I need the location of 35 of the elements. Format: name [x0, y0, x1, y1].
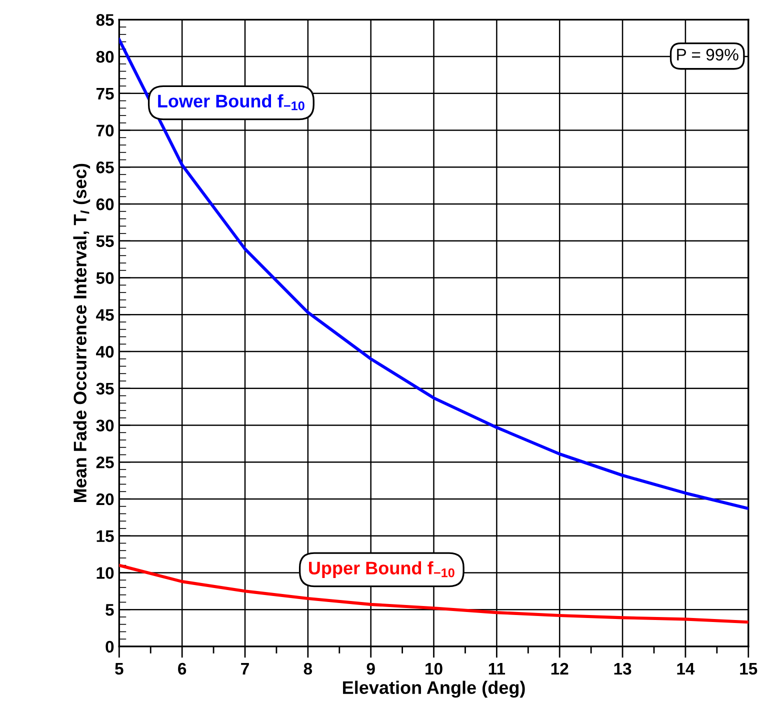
y-tick-label: 35 — [96, 382, 114, 395]
y-tick-label: 85 — [96, 14, 114, 26]
x-tick-label: 5 — [115, 663, 124, 675]
x-tick-label: 8 — [304, 662, 312, 675]
y-tick-label: 70 — [96, 124, 114, 136]
x-tick-label: 9 — [366, 662, 375, 675]
x-tick-label: 14 — [677, 663, 695, 675]
x-tick-label: 7 — [241, 663, 249, 675]
y-tick-label: 20 — [96, 493, 114, 506]
annotation: P = 99% — [677, 48, 738, 61]
y-tick-label: 30 — [96, 420, 114, 432]
x-tick-label: 11 — [488, 663, 506, 675]
x-axis-title: Elevation Angle (deg) — [343, 680, 525, 698]
y-tick-label: 15 — [96, 530, 114, 542]
x-tick-label: 12 — [551, 662, 568, 675]
y-tick-label: 10 — [96, 567, 114, 579]
y-tick-label: 45 — [96, 309, 114, 321]
line-series — [119, 38, 748, 510]
y-tick-label: 75 — [96, 88, 114, 100]
x-tick-label: 10 — [426, 662, 442, 675]
y-tick-label: 65 — [96, 162, 114, 174]
x-tick-label: 15 — [740, 663, 758, 675]
series-label: Upper Bound f$_{−10}$ — [309, 561, 454, 578]
y-tick-label: 0 — [106, 640, 114, 653]
y-tick-label: 80 — [96, 50, 114, 63]
x-tick-label: 13 — [614, 662, 632, 675]
y-tick-label: 60 — [96, 198, 114, 210]
series-label: Lower Bound f$_{−10}$ — [158, 94, 304, 110]
y-tick-label: 5 — [106, 604, 114, 616]
y-axis-title: Mean Fade Occurrence Interval, T$_{I}$ (sec) — [73, 164, 90, 502]
y-tick-label: 55 — [96, 235, 114, 248]
y-tick-label: 50 — [96, 272, 114, 284]
x-tick-label: 6 — [178, 662, 186, 675]
y-tick-label: 40 — [96, 346, 114, 358]
y-tick-label: 25 — [96, 456, 114, 468]
